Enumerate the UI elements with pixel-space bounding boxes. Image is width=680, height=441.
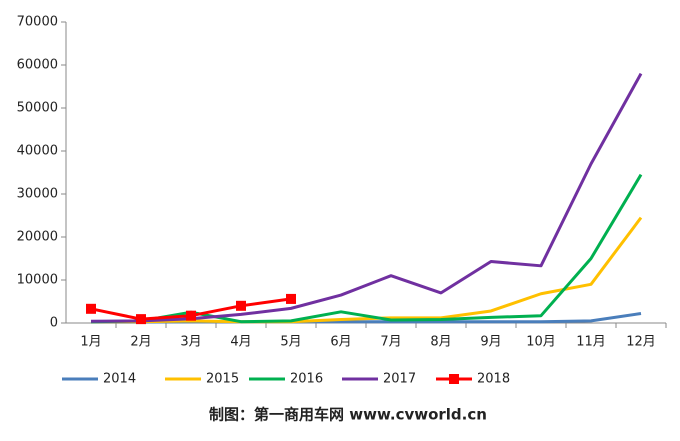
y-tick-label: 50000 <box>17 101 58 116</box>
x-tick-label: 5月 <box>280 335 301 350</box>
x-tick-label: 11月 <box>576 335 606 350</box>
x-tick-label: 4月 <box>230 335 251 350</box>
y-tick-label: 30000 <box>17 187 58 202</box>
series-marker <box>286 293 296 304</box>
footer: 制图：第一商用车网 www.cvworld.cn <box>209 406 487 424</box>
x-tick-label: 12月 <box>626 335 656 350</box>
legend-label: 2015 <box>206 372 239 387</box>
y-tick-label: 40000 <box>17 144 58 159</box>
x-tick-label: 2月 <box>130 335 151 350</box>
y-tick-label: 70000 <box>17 15 58 30</box>
x-tick-label: 9月 <box>480 335 501 350</box>
x-tick-label: 7月 <box>380 335 401 350</box>
series-line <box>90 173 643 324</box>
y-tick-label: 10000 <box>17 273 58 288</box>
x-tick-label: 10月 <box>526 335 556 350</box>
series-marker <box>186 310 196 321</box>
series-line <box>90 72 643 323</box>
legend-label: 2018 <box>477 372 510 387</box>
series-marker <box>136 314 146 325</box>
legend-marker <box>449 374 459 384</box>
x-tick-label: 8月 <box>430 335 451 350</box>
y-tick-label: 20000 <box>17 230 58 245</box>
y-tick-label: 0 <box>50 316 58 331</box>
legend-label: 2014 <box>103 372 136 387</box>
legend-label: 2017 <box>383 372 416 387</box>
series-line <box>91 216 643 324</box>
y-tick-label: 60000 <box>17 58 58 73</box>
series-marker <box>236 300 246 311</box>
x-tick-label: 3月 <box>180 335 201 350</box>
x-tick-label: 6月 <box>330 335 351 350</box>
x-tick-label: 1月 <box>80 335 101 350</box>
series-marker <box>86 303 96 314</box>
legend-label: 2016 <box>290 372 323 387</box>
